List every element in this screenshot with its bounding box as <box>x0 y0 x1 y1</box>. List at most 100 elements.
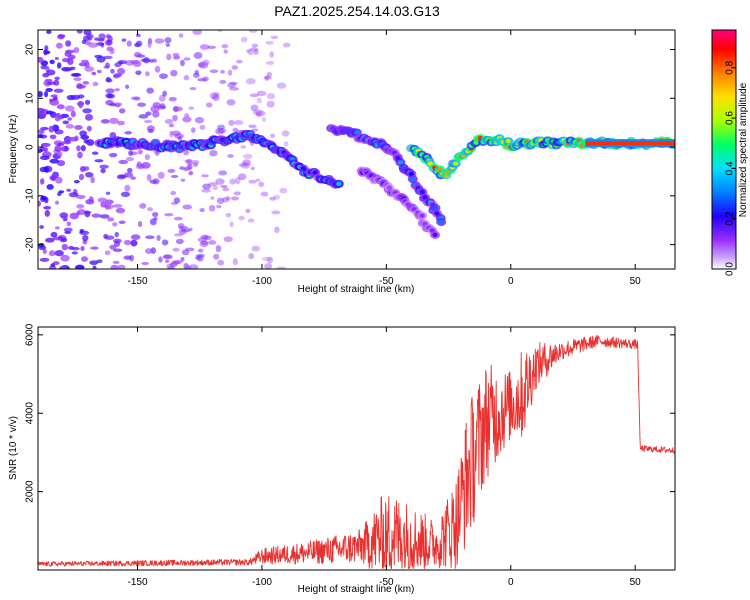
noise-blob <box>62 140 72 145</box>
y-tick-label: 0 <box>25 144 36 150</box>
noise-blob <box>76 145 81 152</box>
noise-blob <box>140 58 150 63</box>
noise-blob <box>43 205 52 210</box>
noise-blob <box>271 210 281 215</box>
noise-blob <box>154 38 165 44</box>
noise-blob <box>40 142 51 147</box>
noise-blob <box>212 94 220 101</box>
colorbar-label: Normalized spectral amplitude <box>738 82 749 217</box>
noise-blob <box>54 250 64 257</box>
noise-blob <box>187 163 193 170</box>
noise-blob <box>172 259 183 264</box>
noise-blob <box>230 196 239 201</box>
noise-blob <box>62 218 68 222</box>
noise-blob <box>164 37 172 44</box>
noise-blob <box>67 117 72 121</box>
colorbar-frame <box>711 29 737 270</box>
noise-blob <box>123 255 132 260</box>
spectrogram-frame <box>37 29 676 270</box>
noise-blob <box>248 124 257 129</box>
noise-blob <box>126 40 132 47</box>
noise-blob <box>146 87 154 94</box>
noise-blob <box>82 166 90 171</box>
noise-blob <box>88 42 99 48</box>
noise-blob <box>245 49 252 53</box>
noise-blob <box>100 201 107 208</box>
noise-blob <box>38 200 42 207</box>
spectrogram-x-ticks: -150 -100 -50 0 50 <box>128 30 641 287</box>
noise-blob <box>39 257 50 262</box>
noise-blob <box>173 106 183 112</box>
noise-blob <box>137 221 143 228</box>
noise-blob <box>168 123 174 128</box>
noise-blob <box>269 51 274 58</box>
noise-blob <box>94 54 103 59</box>
noise-blob <box>144 153 150 161</box>
noise-blob <box>130 96 141 100</box>
noise-blob <box>82 234 89 242</box>
noise-blob <box>60 254 70 262</box>
colorbar-tick-label: 0.8 <box>725 60 736 74</box>
noise-blob <box>270 133 276 139</box>
noise-blob <box>104 199 114 205</box>
noise-blob <box>105 78 113 83</box>
noise-blob <box>76 83 84 89</box>
noise-blob <box>120 191 131 197</box>
noise-blob <box>170 190 177 196</box>
noise-blob <box>155 151 160 156</box>
noise-blob <box>172 247 180 252</box>
noise-blob <box>233 191 241 196</box>
noise-blob <box>145 235 155 240</box>
noise-blob <box>110 68 115 74</box>
noise-blob <box>205 102 213 108</box>
noise-blob <box>114 240 121 248</box>
ridge-core-blob <box>453 161 459 166</box>
noise-blob <box>52 236 63 241</box>
noise-blob <box>137 149 143 155</box>
y-tick-label: 20 <box>25 44 36 56</box>
x-tick-label: -50 <box>379 577 394 588</box>
noise-blob <box>79 228 85 233</box>
noise-blob <box>217 127 227 134</box>
noise-blob <box>199 240 209 248</box>
noise-blob <box>264 263 273 269</box>
noise-blob <box>217 124 225 130</box>
noise-blob <box>96 259 103 263</box>
noise-blob <box>240 36 248 43</box>
noise-blob <box>65 40 72 47</box>
noise-blob <box>260 191 269 197</box>
noise-blob <box>46 30 52 34</box>
noise-blob <box>77 151 83 159</box>
noise-blob <box>80 245 85 251</box>
noise-blob <box>266 256 274 264</box>
noise-blob <box>232 127 239 132</box>
noise-blob <box>256 97 263 104</box>
noise-blob <box>217 259 225 266</box>
noise-blob <box>201 188 211 193</box>
noise-blob <box>208 240 217 245</box>
noise-blob <box>49 99 60 106</box>
noise-blob <box>215 178 225 185</box>
noise-blob <box>250 166 255 171</box>
noise-blob <box>199 44 210 50</box>
noise-blob <box>202 76 209 82</box>
noise-blob <box>147 207 154 212</box>
x-tick-label: -50 <box>379 276 394 287</box>
noise-blob <box>124 130 133 135</box>
noise-blob <box>209 69 219 74</box>
noise-blob <box>194 256 202 260</box>
noise-blob <box>213 253 220 260</box>
noise-blob <box>117 67 126 75</box>
noise-blob <box>223 236 233 243</box>
noise-blob <box>104 250 111 256</box>
noise-blob <box>114 231 119 238</box>
noise-blob <box>38 107 45 115</box>
ridge-core-blob <box>386 185 393 190</box>
noise-blob <box>114 88 120 92</box>
noise-blob <box>54 226 60 230</box>
noise-blob <box>38 129 45 134</box>
noise-blob <box>165 259 170 263</box>
noise-blob <box>232 258 238 266</box>
noise-blob <box>221 197 230 203</box>
